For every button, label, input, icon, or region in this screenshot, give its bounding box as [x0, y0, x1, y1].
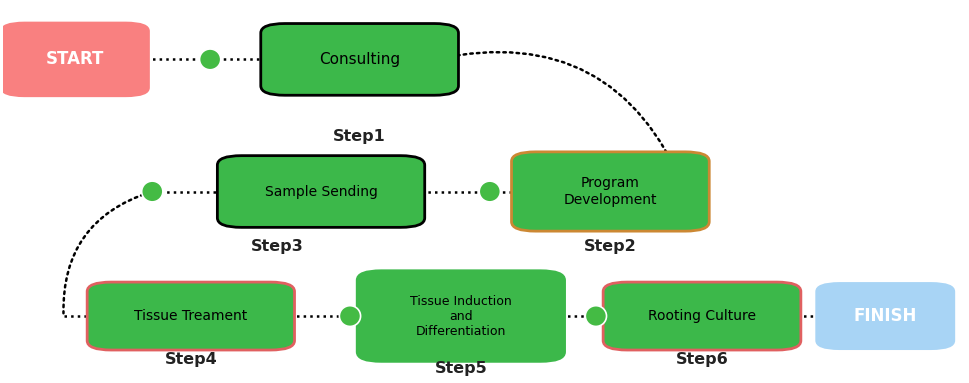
Text: Consulting: Consulting [319, 52, 400, 67]
FancyBboxPatch shape [511, 152, 708, 231]
Text: START: START [46, 51, 105, 69]
Text: Step4: Step4 [165, 352, 217, 367]
FancyBboxPatch shape [261, 23, 458, 95]
Text: Program
Development: Program Development [563, 177, 656, 206]
Text: Step5: Step5 [434, 362, 486, 376]
FancyBboxPatch shape [217, 155, 424, 228]
Ellipse shape [479, 181, 500, 202]
FancyBboxPatch shape [87, 282, 295, 350]
FancyBboxPatch shape [815, 282, 954, 350]
Text: Step6: Step6 [675, 352, 728, 367]
Text: FINISH: FINISH [853, 307, 916, 325]
Text: Tissue Induction
and
Differentiation: Tissue Induction and Differentiation [410, 295, 512, 337]
Ellipse shape [339, 306, 360, 326]
Text: Sample Sending: Sample Sending [265, 185, 377, 198]
FancyBboxPatch shape [357, 271, 564, 361]
Text: Step3: Step3 [251, 239, 303, 254]
Text: Step1: Step1 [333, 129, 386, 144]
Ellipse shape [200, 49, 221, 70]
FancyBboxPatch shape [603, 282, 800, 350]
Text: Step2: Step2 [583, 239, 636, 254]
FancyBboxPatch shape [0, 22, 149, 97]
Text: Rooting Culture: Rooting Culture [647, 309, 755, 323]
Ellipse shape [584, 306, 606, 326]
Ellipse shape [141, 181, 163, 202]
Text: Tissue Treament: Tissue Treament [134, 309, 247, 323]
